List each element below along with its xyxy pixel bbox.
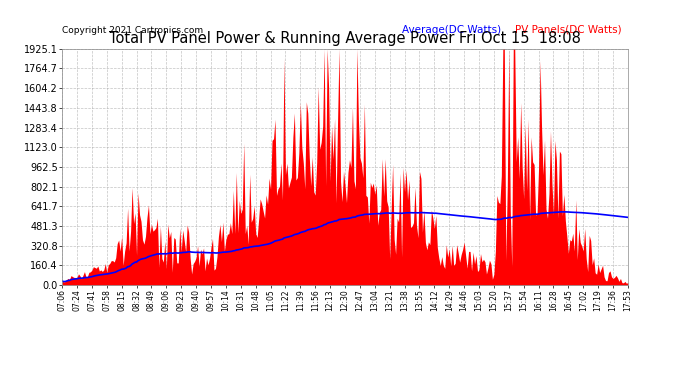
Title: Total PV Panel Power & Running Average Power Fri Oct 15  18:08: Total PV Panel Power & Running Average P… [109,31,581,46]
Text: Copyright 2021 Cartronics.com: Copyright 2021 Cartronics.com [62,26,204,34]
Text: PV Panels(DC Watts): PV Panels(DC Watts) [515,25,622,34]
Text: Average(DC Watts): Average(DC Watts) [402,25,501,34]
